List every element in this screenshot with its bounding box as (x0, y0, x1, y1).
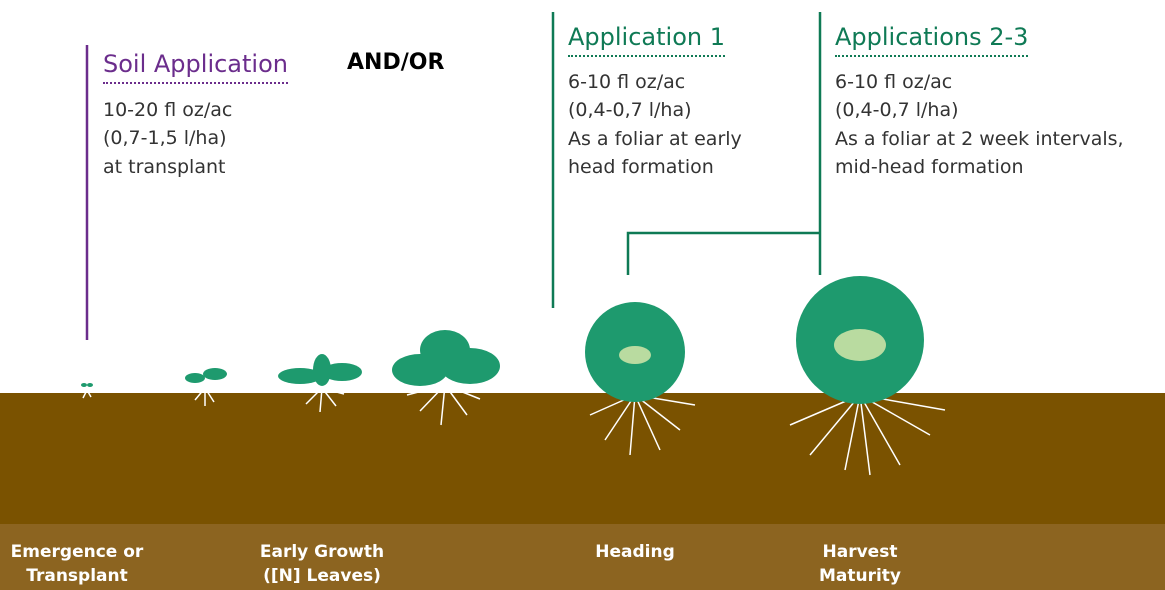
app1-line: (0,4-0,7 l/ha) (568, 96, 692, 125)
and-or: AND/OR (347, 50, 444, 79)
soil-title: Soil Application (103, 50, 288, 84)
app1-line: As a foliar at early (568, 125, 742, 154)
app2-title: Applications 2-3 (835, 23, 1028, 57)
stage-label: Early Growth([N] Leaves) (222, 540, 422, 588)
app2-line: 6-10 fl oz/ac (835, 68, 952, 97)
soil-line-1: 10-20 fl oz/ac (103, 96, 232, 125)
page: Soil Application 10-20 fl oz/ac (0,7-1,5… (0, 0, 1165, 590)
app2-line: mid-head formation (835, 153, 1024, 182)
app2-line: (0,4-0,7 l/ha) (835, 96, 959, 125)
app2-line: As a foliar at 2 week intervals, (835, 125, 1124, 154)
app1-line: 6-10 fl oz/ac (568, 68, 685, 97)
app1-title: Application 1 (568, 23, 725, 57)
stage-line: Maturity (760, 564, 960, 588)
soil-line-2: (0,7-1,5 l/ha) (103, 124, 227, 153)
stage-line: Early Growth (222, 540, 422, 564)
soil-line-3: at transplant (103, 153, 225, 182)
plants (81, 276, 924, 404)
stage-line: Harvest (760, 540, 960, 564)
bracket (628, 233, 820, 275)
stage-line: ([N] Leaves) (222, 564, 422, 588)
stage-label: Heading (535, 540, 735, 564)
stage-line: Heading (535, 540, 735, 564)
stage-line: Emergence or (0, 540, 177, 564)
app1-line: head formation (568, 153, 714, 182)
soil (0, 393, 1165, 524)
stage-line: Transplant (0, 564, 177, 588)
